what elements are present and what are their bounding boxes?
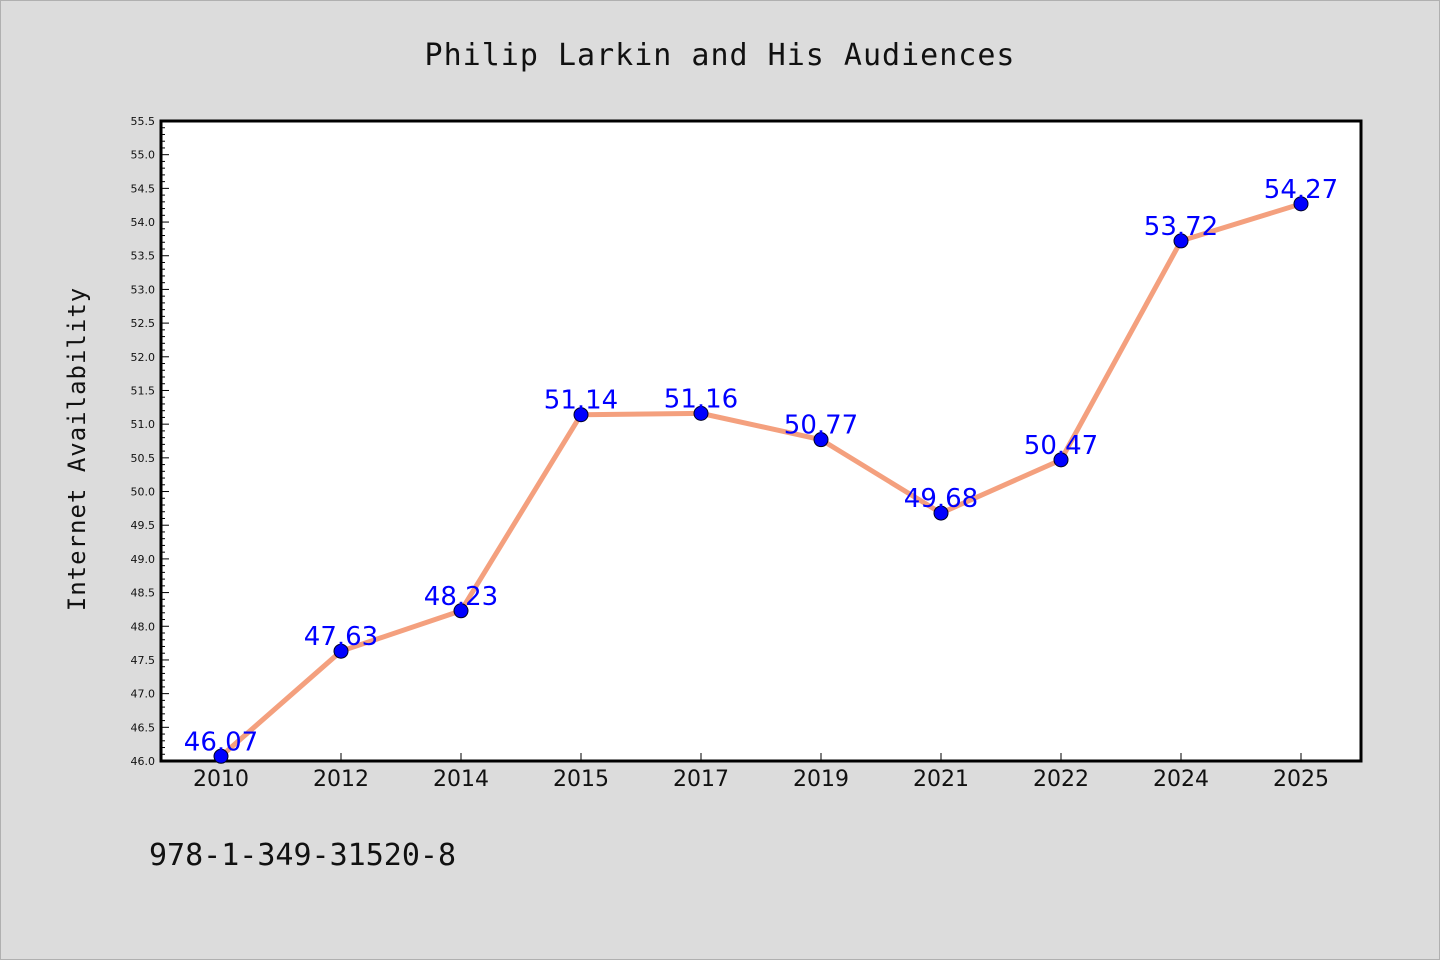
y-tick-label: 55.5: [131, 115, 156, 128]
data-point: [333, 643, 349, 659]
y-tick-label: 46.0: [131, 755, 156, 768]
series-line: [219, 201, 1302, 759]
data-point: [213, 748, 229, 764]
y-tick-label: 54.0: [131, 216, 156, 229]
x-tick-label: 2022: [1033, 767, 1089, 792]
y-tick-label: 50.0: [131, 486, 156, 499]
x-tick-label: 2024: [1153, 767, 1209, 792]
data-label: 49.68: [904, 484, 978, 514]
y-tick-label: 49.5: [131, 519, 156, 532]
y-tick-label: 46.5: [131, 721, 156, 734]
y-tick-label: 52.5: [131, 317, 156, 330]
x-tick-label: 2017: [673, 767, 729, 792]
data-point: [573, 407, 589, 423]
isbn-text: 978-1-349-31520-8: [149, 838, 456, 873]
data-point: [1053, 452, 1069, 468]
x-tick-label: 2010: [193, 767, 249, 792]
data-label: 54.27: [1264, 175, 1338, 205]
data-label: 48.23: [424, 582, 498, 612]
x-axis: 2010 2012 2014 2015 2017 2019 2021 2022 2024 2025: [193, 753, 1329, 792]
x-tick-label: 2015: [553, 767, 609, 792]
y-tick-label: 53.0: [131, 283, 156, 296]
y-tick-label: 51.5: [131, 384, 156, 397]
data-labels: 46.07 47.63 48.23 51.14 51.16 50.77 49.68 50.47…: [184, 175, 1338, 757]
data-point: [813, 432, 829, 448]
y-tick-label: 47.5: [131, 654, 156, 667]
data-label: 50.47: [1024, 431, 1098, 461]
x-tick-label: 2025: [1273, 767, 1329, 792]
x-tick-label: 2021: [913, 767, 969, 792]
y-tick-label: 52.0: [131, 351, 156, 364]
y-tick-label: 48.0: [131, 620, 156, 633]
y-tick-label: 50.5: [131, 452, 156, 465]
y-tick-label: 48.5: [131, 587, 156, 600]
y-tick-label: 49.0: [131, 553, 156, 566]
y-tick-label: 55.0: [131, 149, 156, 162]
x-tick-label: 2014: [433, 767, 489, 792]
plot-area: [159, 119, 1363, 763]
data-point: [453, 603, 469, 619]
series-markers: [213, 196, 1309, 764]
data-label: 51.16: [664, 384, 738, 414]
data-label: 53.72: [1144, 212, 1218, 242]
y-tick-label: 53.5: [131, 250, 156, 263]
data-point: [1173, 233, 1189, 249]
data-label: 46.07: [184, 727, 258, 757]
x-tick-label: 2019: [793, 767, 849, 792]
y-tick-label: 47.0: [131, 688, 156, 701]
y-axis: 46.0 46.5 47.0 47.5 48.0 48.5 49.0 49.5 50.0 50.5…: [131, 115, 169, 768]
data-label: 47.63: [304, 622, 378, 652]
data-point: [933, 505, 949, 521]
x-tick-label: 2012: [313, 767, 369, 792]
y-tick-label: 54.5: [131, 182, 156, 195]
data-label: 51.14: [544, 386, 618, 416]
y-axis-label: Internet Availability: [63, 287, 91, 611]
y-tick-label: 51.0: [131, 418, 156, 431]
chart-title: Philip Larkin and His Audiences: [425, 38, 1016, 73]
data-point: [1293, 196, 1309, 212]
data-label: 50.77: [784, 411, 858, 441]
data-point: [693, 405, 709, 421]
